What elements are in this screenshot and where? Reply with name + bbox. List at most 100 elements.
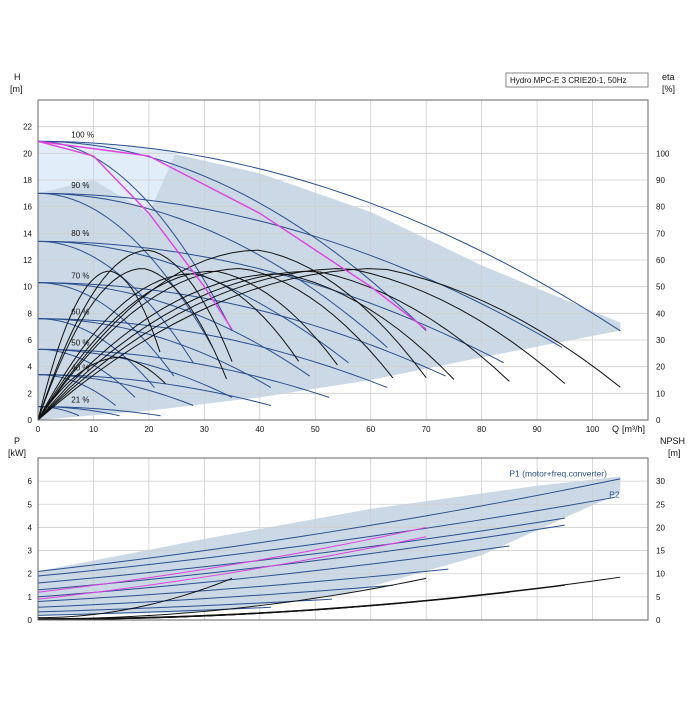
top-x-tick-label: 20 (144, 425, 153, 434)
speed-label: 50 % (71, 338, 89, 347)
chart-title: Hydro MPC-E 3 CRIE20-1, 50Hz (510, 76, 626, 85)
top-x-axis-label: Q (612, 424, 619, 434)
power-curve (37, 524, 565, 591)
npsh-curve (37, 577, 233, 619)
speed-label: 40 % (71, 364, 89, 373)
power-curve (37, 496, 615, 577)
bottom-y2-tick-label: 15 (656, 547, 665, 556)
power-legend-label: P1 (motor+freq.converter) (509, 469, 607, 479)
top-x-tick-label: 100 (586, 425, 600, 434)
background-layer (38, 140, 621, 616)
speed-label: 90 % (71, 181, 89, 190)
bottom-y-tick-label: 3 (28, 547, 33, 556)
efficiency-curve (37, 273, 455, 421)
top-y2-tick-label: 80 (656, 203, 665, 212)
power-legend-label: P2 (609, 489, 620, 499)
bottom-y-tick-label: 4 (28, 523, 33, 532)
qh-curve (37, 140, 233, 332)
bottom-operating-envelope (38, 476, 621, 616)
bottom-plot-frame (37, 457, 649, 621)
top-y-tick-label: 6 (28, 336, 33, 345)
top-y2-tick-label: 50 (656, 283, 665, 292)
efficiency-curve (37, 249, 427, 421)
title-box-frame (505, 72, 649, 88)
power-curve (37, 584, 393, 608)
top-y2-tick-label: 60 (656, 256, 665, 265)
qh-curve (37, 192, 388, 348)
top-x-tick-label: 40 (255, 425, 264, 434)
top-y-tick-label: 10 (23, 283, 32, 292)
qh-curve (37, 406, 161, 417)
qh-curve (37, 318, 388, 389)
bottom-y-tick-label: 2 (28, 570, 33, 579)
top-y-tick-label: 4 (28, 363, 33, 372)
efficiency-curve (37, 249, 233, 421)
top-y2-tick-label: 40 (656, 309, 665, 318)
top-right-axis-label: eta (662, 72, 675, 82)
top-y2-tick-label: 10 (656, 389, 665, 398)
top-y-tick-label: 16 (23, 203, 32, 212)
top-y-tick-label: 22 (23, 123, 32, 132)
highlight-curve (37, 140, 427, 330)
qh-curve (37, 192, 563, 348)
top-y-tick-label: 8 (28, 309, 33, 318)
power-curve (37, 526, 427, 593)
top-y2-tick-label: 100 (656, 149, 670, 158)
qh-curve (37, 318, 155, 388)
qh-curve (37, 282, 175, 377)
efficiency-curve (37, 268, 228, 421)
efficiency-curve (37, 270, 161, 421)
top-x-tick-label: 0 (36, 425, 41, 434)
bottom-y2-tick-label: 5 (656, 593, 661, 602)
top-y2-tick-label: 70 (656, 229, 665, 238)
qh-curve (37, 192, 214, 348)
top-y-axis-label: H (14, 72, 21, 82)
top-y-tick-label: 2 (28, 389, 33, 398)
bottom-y2-tick-label: 30 (656, 477, 665, 486)
bottom-y-tick-label: 5 (28, 500, 33, 509)
top-y2-tick-label: 30 (656, 336, 665, 345)
qh-curve (37, 240, 194, 364)
bottom-right-axis-label: NPSH (660, 436, 685, 446)
data-layer (37, 140, 621, 621)
qh-curve (37, 240, 505, 364)
title-box: Hydro MPC-E 3 CRIE20-1, 50Hz (505, 72, 649, 88)
top-x-tick-label: 10 (89, 425, 98, 434)
speed-label: 80 % (71, 229, 89, 238)
speed-label: 100 % (71, 130, 94, 139)
bottom-y-tick-label: 0 (28, 616, 33, 625)
efficiency-curve (37, 356, 166, 421)
qh-curve (37, 140, 621, 332)
top-y-tick-label: 12 (23, 256, 32, 265)
top-x-tick-label: 80 (477, 425, 486, 434)
efficiency-curve (37, 270, 510, 421)
bottom-y2-tick-label: 25 (656, 500, 665, 509)
top-x-tick-label: 90 (533, 425, 542, 434)
bottom-y-axis-unit: [kW] (8, 448, 26, 458)
top-y-tick-label: 14 (23, 229, 32, 238)
speed-label: 21 % (71, 396, 89, 405)
bottom-y-tick-label: 6 (28, 477, 33, 486)
bottom-y-tick-label: 1 (28, 593, 33, 602)
top-y2-tick-label: 90 (656, 176, 665, 185)
power-curve (37, 568, 449, 602)
qh-curve (37, 140, 427, 332)
efficiency-curve (37, 273, 300, 421)
efficiency-curve (37, 268, 621, 421)
efficiency-curve (37, 270, 338, 421)
npsh-curve (37, 607, 332, 621)
top-right-axis-unit: [%] (662, 84, 675, 94)
top-y-axis-unit: [m] (10, 84, 23, 94)
bottom-y2-tick-label: 0 (656, 616, 661, 625)
qh-curve (37, 348, 330, 398)
npsh-curve (37, 577, 427, 620)
power-curve (37, 536, 427, 600)
top-y-tick-label: 18 (23, 176, 32, 185)
power-curve (37, 478, 621, 572)
bottom-right-axis-unit: [m] (668, 448, 681, 458)
qh-curve (37, 374, 116, 406)
top-x-tick-label: 70 (422, 425, 431, 434)
highlight-curve (37, 140, 233, 330)
